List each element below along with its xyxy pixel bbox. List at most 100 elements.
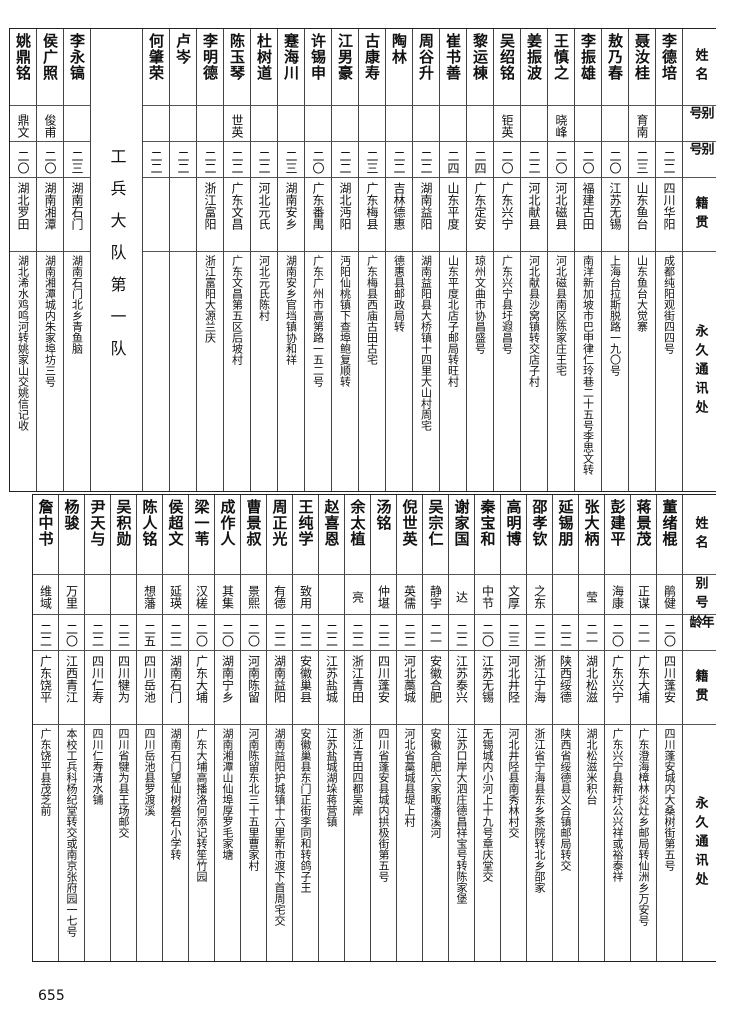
age-cell: 二三: [278, 142, 304, 178]
native-place-cell: 广东大埔: [189, 651, 214, 725]
header-cell: 年龄: [683, 615, 716, 651]
address-cell: 四川省蓬安县城内拱极街第五号: [377, 728, 390, 882]
name-cell: 高明博: [501, 495, 526, 575]
age-cell: 二二: [656, 142, 682, 178]
alias-cell: [278, 106, 304, 142]
name-cell: 崔书善: [440, 29, 466, 106]
age-cell: 二三: [359, 142, 385, 178]
name-cell: 谢家国: [449, 495, 474, 575]
row-column: 梁一苇 汉槎 二〇 广东大埔 广东大埔高播洛何添记转笙竹园: [188, 495, 214, 961]
alias-cell: [85, 575, 110, 615]
name-cell: 陈人铭: [137, 495, 162, 575]
native-place-cell: 吉林德惠: [386, 178, 412, 252]
row-column: 曹景叔 景熙 二〇 河南陈留 河南陈留东北三十五里曹家村: [240, 495, 266, 961]
native-place-cell: 广东饶平: [33, 651, 58, 725]
native-place-cell: 湖南益阳: [267, 651, 292, 725]
row-column: 侯超文 延瑛 二二 湖南石门 湖南石门望仙树磐石小学转: [162, 495, 188, 961]
row-column: 陶林 二二 吉林德惠 德惠县邮政局转: [385, 29, 412, 491]
age-cell: 二二: [267, 615, 292, 651]
native-place-cell: 河北磁县: [548, 178, 574, 252]
name-cell: 梁一苇: [189, 495, 214, 575]
alias-cell: 育南: [629, 106, 655, 142]
age-cell: 二二: [397, 615, 422, 651]
alias-cell: 文厚: [501, 575, 526, 615]
name-cell: 杜树道: [251, 29, 277, 106]
row-column: 张大柄莹二一 湖北松滋 湖北松滋米积台: [578, 495, 604, 961]
row-column: 延锡朋 二二 陕西绥德 陕西省绥德县义合镇邮局转交: [552, 495, 578, 961]
section-column: 工兵大队第一队: [90, 29, 142, 491]
row-column: 杨骏 万里 二〇 江西青江 本校工兵科杨纪堂转交或南京张府园一七号: [58, 495, 84, 961]
alias-cell: [440, 106, 466, 142]
name-cell: 秦宝和: [475, 495, 500, 575]
header-cell: 姓名: [683, 495, 716, 575]
section-title: 工兵大队第一队: [107, 148, 127, 372]
native-place-cell: 广东文昌: [224, 178, 250, 252]
alias-cell: 静宇: [423, 575, 448, 615]
alias-cell: 其集: [215, 575, 240, 615]
row-column: 李德培 二二 四川华阳 成都纯阳观街四四号: [655, 29, 682, 491]
alias-cell: [319, 575, 344, 615]
native-place-cell: 江苏泰兴: [449, 651, 474, 725]
name-cell: 蒋景茂: [631, 495, 656, 575]
row-column: 高明博 文厚 二三 河北井陉 河北井陉县南秀林村交: [500, 495, 526, 961]
row-column: 杜树道 二二 河北元氏 河北元氏陈村: [250, 29, 277, 491]
age-cell: 二〇: [305, 142, 331, 178]
alias-cell: [64, 106, 90, 142]
address-cell: 江苏口岸大泗庄德昌祥宝号转陈家堡: [455, 728, 468, 904]
name-cell: 卢岑: [170, 29, 196, 106]
address-cell: 湖南湘潭山仙埠厚罗毛家塘: [221, 728, 234, 860]
native-place-cell: 四川犍为: [111, 651, 136, 725]
native-place-cell: 湖南石门: [64, 178, 90, 252]
header-cell: 姓名: [683, 29, 716, 106]
age-cell: 二二: [413, 142, 439, 178]
native-place-cell: 湖南石门: [163, 651, 188, 725]
name-cell: 蹇海川: [278, 29, 304, 106]
native-place-cell: [143, 178, 169, 252]
row-column: 姚鼎铭 鼎文 二〇 湖北罗田 湖北浠水鸡鸣河转姚家山交姚信记收: [9, 29, 36, 491]
header-cell: 别号: [683, 575, 716, 615]
age-cell: 二〇: [494, 142, 520, 178]
address-cell: 山东鱼台大觉寨: [635, 255, 649, 332]
row-column: 吴宗仁 静宇 二一 安徽合肥 安徽合肥六家畈潘溪河: [422, 495, 448, 961]
header-cell: 别号: [683, 142, 716, 178]
address-cell: [143, 252, 169, 491]
native-place-cell: 河北藁城: [397, 651, 422, 725]
address-cell: 湖南益阳护城镇十六里新市渡下首周宅交: [273, 728, 286, 926]
row-column: 赵喜恩 二二 江苏盐城 江苏盐城湖垛蒋营镇: [318, 495, 344, 961]
native-place-cell: 广东兴宁: [494, 178, 520, 252]
row-column: 崔书善 二四 山东平度 山东平度北店子邮局转旺村: [439, 29, 466, 491]
address-cell: 湖南石门望仙树磐石小学转: [169, 728, 182, 860]
row-column: 倪世英 英儒 二二 河北藁城 河北省藁城县堤上村: [396, 495, 422, 961]
row-column: 董绪棍 鹃健 二〇 四川蓬安 四川蓬安城内大桑树街第五号: [656, 495, 682, 961]
native-place-cell: 河北井陉: [501, 651, 526, 725]
row-column: 詹中书 维域 二二 广东饶平 广东饶平县茂芝前: [32, 495, 58, 961]
row-column: 李永镐 二三 湖南石门 湖南石门北乡青鱼脑: [63, 29, 90, 491]
header-cell: 永久通讯处: [692, 324, 708, 419]
name-cell: 王纯学: [293, 495, 318, 575]
address-cell: 浙江省宁海县东乡茶院转北乡邵家: [533, 728, 546, 893]
native-place-cell: 江苏无锡: [602, 178, 628, 252]
address-cell: 湖南益阳县大桥镇十四里大山村周宅: [419, 255, 433, 431]
native-place-cell: 四川华阳: [656, 178, 682, 252]
name-cell: 聂汝桂: [629, 29, 655, 106]
age-cell: 二二: [143, 142, 169, 178]
age-cell: 二二: [224, 142, 250, 178]
alias-cell: [553, 575, 578, 615]
address-cell: 广东梅县西庙古田古宅: [365, 255, 379, 365]
native-place-cell: 湖南宁乡: [215, 651, 240, 725]
alias-cell: 致用: [293, 575, 318, 615]
address-cell: 无锡城内小河上十九号章庆堂交: [481, 728, 494, 882]
alias-cell: 延瑛: [163, 575, 188, 615]
age-cell: 二〇: [215, 615, 240, 651]
row-column: 李明德 二二 浙江富阳 浙江富阳大源兰庆: [196, 29, 223, 491]
alias-cell: 万里: [59, 575, 84, 615]
row-column: 吴绍铭 钜英 二〇 广东兴宁 广东兴宁县圩遐昌号: [493, 29, 520, 491]
name-cell: 姜振波: [521, 29, 547, 106]
native-place-cell: 广东大埔: [631, 651, 656, 725]
address-cell: 广东大埔高播洛何添记转笙竹园: [195, 728, 208, 882]
name-cell: 江男豪: [332, 29, 358, 106]
native-place-cell: 广东定安: [467, 178, 493, 252]
address-cell: 河北元氏陈村: [257, 255, 271, 321]
alias-cell: 英儒: [397, 575, 422, 615]
native-place-cell: 四川仁寿: [85, 651, 110, 725]
